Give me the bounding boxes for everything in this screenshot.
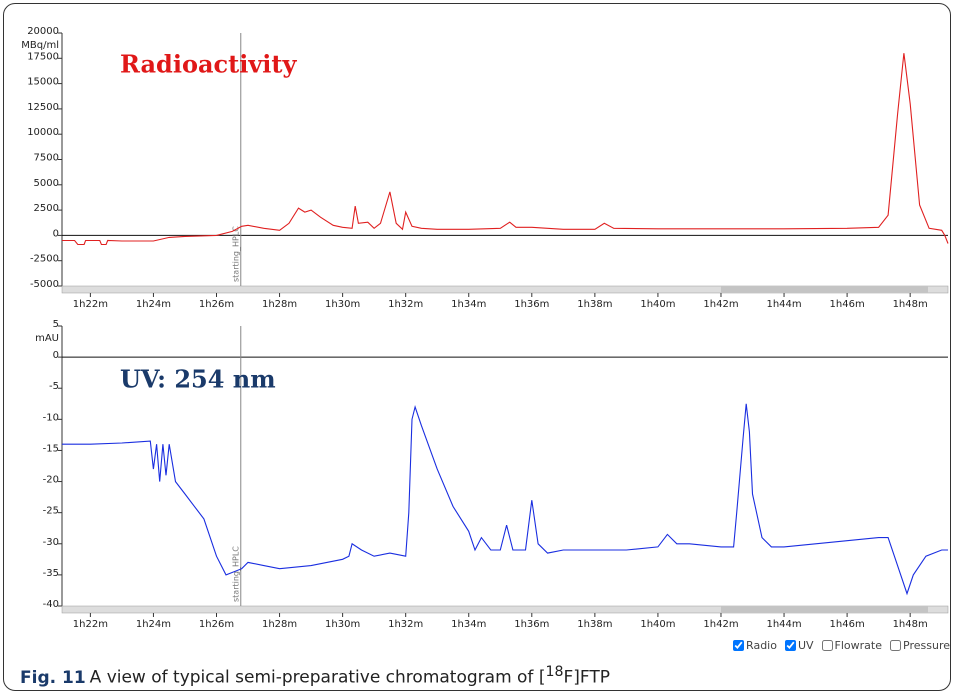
x-tick-label: 1h48m [893,619,928,630]
x-tick-label: 1h34m [451,299,486,310]
y-tick-label: 5000 [34,178,59,189]
caption-text: A view of typical semi-preparative chrom… [89,667,546,688]
checkbox-label: UV [797,639,814,652]
scrollbar [61,605,949,614]
y-tick-label: 10000 [27,127,59,138]
y-tick-label: -5 [49,381,59,392]
checkbox[interactable] [890,640,902,651]
x-tick-label: 1h28m [262,619,297,630]
scrollbar [61,285,949,294]
x-tick-label: 1h36m [514,299,549,310]
x-tick-label: 1h28m [262,299,297,310]
checkbox-label: Pressure [903,639,950,652]
checkbox[interactable] [821,640,833,651]
y-tick-label: 2500 [34,203,59,214]
x-tick-label: 1h42m [703,299,738,310]
y-tick-label: -15 [43,443,59,454]
scrollbar-thumb [720,286,928,293]
scrollbar-thumb [720,606,928,613]
checkbox-item[interactable]: Pressure [890,639,950,652]
y-tick-label: -35 [43,568,59,579]
x-tick-label: 1h22m [73,619,108,630]
checkbox-label: Radio [746,639,777,652]
x-tick-label: 1h30m [325,299,360,310]
x-tick-label: 1h36m [514,619,549,630]
x-tick-label: 1h42m [703,619,738,630]
caption-tail: F]FTP [563,667,610,688]
x-tick-label: 1h44m [766,619,801,630]
y-tick-label: 7500 [34,153,59,164]
y-tick-label: 15000 [27,77,59,88]
y-tick-label: -30 [43,537,59,548]
checkbox-item[interactable]: Radio [733,639,777,652]
y-tick-label: 20000 [27,26,59,37]
caption-sup: 18 [545,664,564,680]
chart: -5000 -2500 0 2500 5000 7500 10000 12500 15000 17… [21,26,949,630]
checkbox-label: Flowrate [834,639,883,652]
marker-label: starting_HPLC [231,546,240,602]
y-tick-label: 17500 [27,51,59,62]
marker-label: starting_HPLC [231,226,240,282]
y-tick-label: -5000 [30,279,59,290]
checkbox-row: Radio UV Flowrate Pressure [733,639,950,652]
x-tick-label: 1h46m [830,299,865,310]
caption-label: Fig. 11 [20,667,86,688]
data-line [62,53,949,246]
y-tick-label: -2500 [30,254,59,265]
x-tick-label: 1h38m [577,619,612,630]
x-tick-label: 1h34m [451,619,486,630]
y-tick-label: -10 [43,412,59,423]
y-tick-label: -40 [43,599,59,610]
y-tick-label: -25 [43,506,59,517]
y-tick-label: 12500 [27,102,59,113]
x-tick-label: 1h30m [325,619,360,630]
data-line [62,403,948,596]
y-unit: MBq/ml [21,40,59,51]
checkbox-item[interactable]: UV [784,639,814,652]
checkbox[interactable] [733,640,745,651]
x-tick-label: 1h24m [136,299,171,310]
x-tick-label: 1h24m [136,619,171,630]
checkbox[interactable] [784,640,796,651]
chart-title: UV: 254 nm [120,365,276,394]
y-unit: mAU [35,333,59,344]
y-tick-label: -20 [43,475,59,486]
x-tick-label: 1h22m [73,299,108,310]
y-tick-label: 5 [53,319,59,330]
x-tick-label: 1h26m [199,299,234,310]
x-tick-label: 1h40m [640,299,675,310]
caption: Fig. 11 A view of typical semi-preparativ… [20,664,610,688]
y-tick-label: 0 [53,228,59,239]
chart-title: Radioactivity [120,50,297,79]
x-tick-label: 1h48m [893,299,928,310]
x-tick-label: 1h40m [640,619,675,630]
checkbox-item[interactable]: Flowrate [821,639,883,652]
x-tick-label: 1h38m [577,299,612,310]
x-tick-label: 1h26m [199,619,234,630]
x-tick-label: 1h46m [830,619,865,630]
y-tick-label: 0 [53,350,59,361]
panel-frame [3,3,951,691]
x-tick-label: 1h32m [388,619,423,630]
x-tick-label: 1h44m [766,299,801,310]
x-tick-label: 1h32m [388,299,423,310]
